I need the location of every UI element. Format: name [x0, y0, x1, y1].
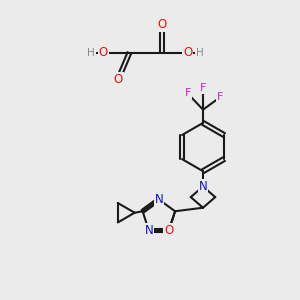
- Text: F: F: [184, 88, 191, 98]
- Text: N: N: [144, 224, 153, 237]
- Text: H: H: [196, 48, 204, 58]
- Text: O: O: [114, 73, 123, 86]
- Text: O: O: [164, 224, 173, 237]
- Text: O: O: [183, 46, 192, 59]
- Text: O: O: [99, 46, 108, 59]
- Text: O: O: [157, 18, 167, 32]
- Text: N: N: [199, 180, 207, 193]
- Text: F: F: [200, 83, 206, 94]
- Text: N: N: [154, 193, 163, 206]
- Text: F: F: [217, 92, 223, 102]
- Text: H: H: [87, 48, 95, 58]
